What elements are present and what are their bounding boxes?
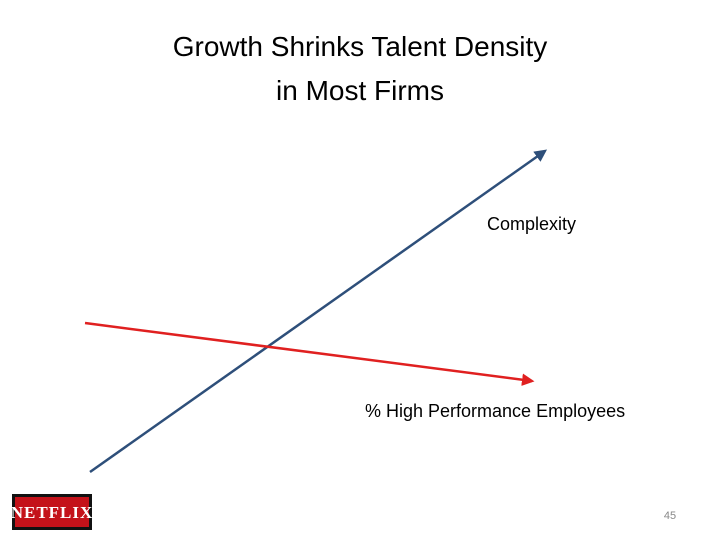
title-line: in Most Firms xyxy=(276,75,444,106)
performance-arrow xyxy=(84,321,535,386)
netflix-logo: NETFLIX xyxy=(11,494,94,530)
logo-bg xyxy=(15,497,89,527)
title-line: Growth Shrinks Talent Density xyxy=(173,31,548,62)
performance-label: % High Performance Employees xyxy=(365,401,625,421)
complexity-label: Complexity xyxy=(487,214,576,234)
page-number: 45 xyxy=(664,510,676,522)
logo-text: NETFLIX xyxy=(11,503,94,522)
complexity-arrow xyxy=(89,149,548,474)
